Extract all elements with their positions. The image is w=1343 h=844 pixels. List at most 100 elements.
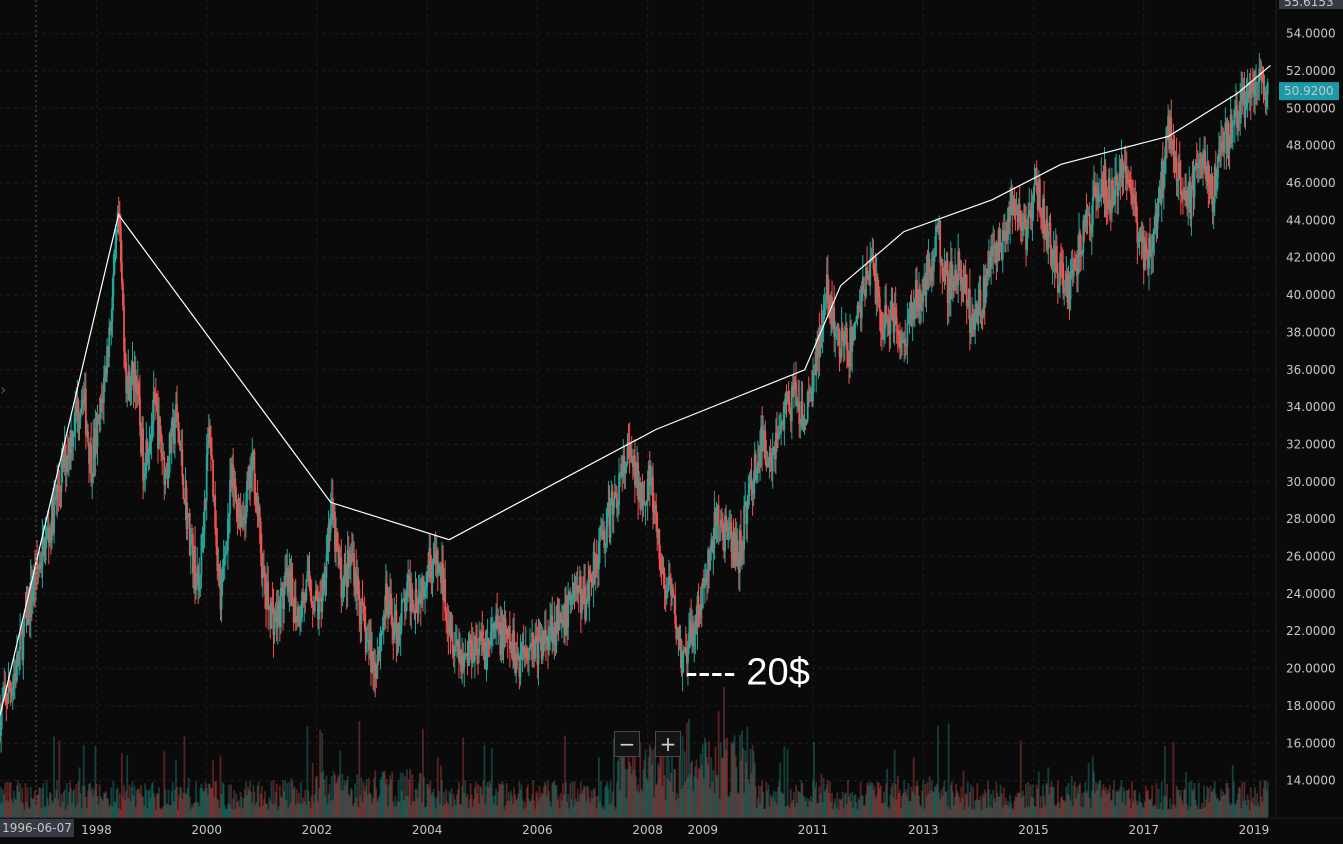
volume-bar	[100, 798, 103, 818]
candle-body	[153, 391, 156, 394]
volume-bar	[378, 795, 381, 818]
volume-bar	[400, 790, 403, 818]
candle-body	[77, 400, 80, 420]
candle-body	[413, 609, 416, 613]
candle-body	[361, 598, 364, 605]
candle-body	[681, 654, 684, 674]
volume-bar	[887, 806, 890, 818]
candle-body	[1250, 83, 1253, 99]
volume-bar	[358, 721, 361, 818]
y-axis[interactable]: 14.000016.000018.000020.000022.000024.00…	[1286, 27, 1336, 788]
volume-bar	[817, 802, 820, 818]
volume-bar	[579, 781, 582, 818]
volume-bar	[12, 790, 15, 818]
volume-bar	[1024, 808, 1026, 818]
candle-body	[581, 590, 583, 614]
candle-body	[945, 260, 948, 273]
zoom-in-button[interactable]: +	[655, 731, 681, 757]
volume-bar	[777, 786, 779, 818]
candle-body	[81, 399, 84, 406]
volume-bar	[501, 781, 504, 818]
candle-body	[5, 692, 8, 703]
candle-body	[60, 462, 63, 492]
volume-bar	[241, 808, 244, 818]
candle-body	[716, 505, 719, 522]
volume-bar	[222, 784, 225, 818]
volume-bar	[958, 796, 961, 818]
volume-bar	[1264, 780, 1267, 818]
volume-bar	[500, 784, 503, 818]
volume-bar	[225, 808, 228, 818]
volume-bar	[672, 791, 674, 818]
candle-body	[250, 471, 253, 488]
candle-body	[1180, 194, 1183, 196]
volume-bar	[109, 803, 112, 818]
volume-bar	[1106, 789, 1109, 818]
candle-body	[637, 463, 640, 500]
x-tick-label: 2004	[412, 823, 443, 837]
volume-bar	[885, 783, 888, 818]
candle-body	[1225, 122, 1228, 154]
candle-body	[506, 634, 509, 639]
candle-body	[1247, 89, 1250, 97]
volume-bar	[339, 750, 342, 818]
candle-body	[179, 442, 182, 451]
volume-bar	[498, 783, 501, 818]
candle-body	[260, 553, 263, 578]
y-tick-label: 24.0000	[1286, 587, 1336, 601]
candle-body	[393, 617, 396, 640]
volume-bar	[841, 791, 844, 818]
candle-body	[661, 568, 664, 573]
candle-body	[965, 274, 968, 307]
volume-bar	[652, 749, 654, 818]
chevron-right-icon[interactable]: ›	[0, 380, 7, 399]
volume-bar	[381, 771, 384, 818]
volume-bar	[1058, 801, 1060, 818]
volume-bar	[374, 770, 377, 818]
volume-bar	[1205, 799, 1208, 818]
candle-body	[655, 505, 658, 513]
candle-body	[1132, 194, 1135, 204]
candle-body	[22, 626, 25, 660]
candle-body	[37, 568, 40, 570]
candle-body	[496, 615, 499, 629]
candle-body	[567, 598, 570, 628]
volume-bar	[507, 792, 510, 818]
volume-bar	[473, 787, 476, 818]
candle-body	[950, 261, 953, 289]
volume-bar	[20, 802, 23, 818]
volume-bar	[1148, 799, 1150, 818]
candle-body	[1260, 73, 1263, 80]
volume-bar	[535, 791, 538, 818]
volume-bar	[1193, 783, 1196, 818]
candle-body	[1111, 180, 1113, 213]
volume-bar	[107, 798, 110, 818]
volume-bar	[1065, 786, 1068, 818]
candle-body	[576, 585, 579, 592]
volume-bar	[664, 799, 667, 818]
volume-bar	[1183, 789, 1185, 818]
candle-body	[1239, 104, 1242, 118]
y-tick-label: 50.0000	[1286, 101, 1336, 115]
volume-bar	[587, 787, 590, 818]
volume-bar	[943, 780, 946, 818]
x-axis[interactable]: 1998 2000 2002 2004 2006 2008 2009 2011 2013 2015…	[81, 823, 1269, 837]
trendline[interactable]	[0, 64, 1271, 716]
candle-body	[831, 296, 833, 327]
candle-body	[1096, 188, 1098, 199]
candle-body	[185, 488, 188, 530]
volume-bar	[237, 800, 240, 818]
volume-bar	[797, 790, 800, 818]
volume-bar	[348, 796, 351, 818]
candle-body	[370, 639, 372, 673]
volume-bar	[559, 792, 562, 818]
volume-bar	[794, 806, 796, 818]
candle-body	[826, 274, 829, 298]
volume-bar	[653, 797, 655, 818]
candle-body	[20, 632, 23, 635]
zoom-out-button[interactable]: −	[614, 731, 640, 757]
volume-bar	[746, 726, 749, 818]
candle-body	[71, 430, 73, 447]
volume-bar	[459, 804, 461, 818]
